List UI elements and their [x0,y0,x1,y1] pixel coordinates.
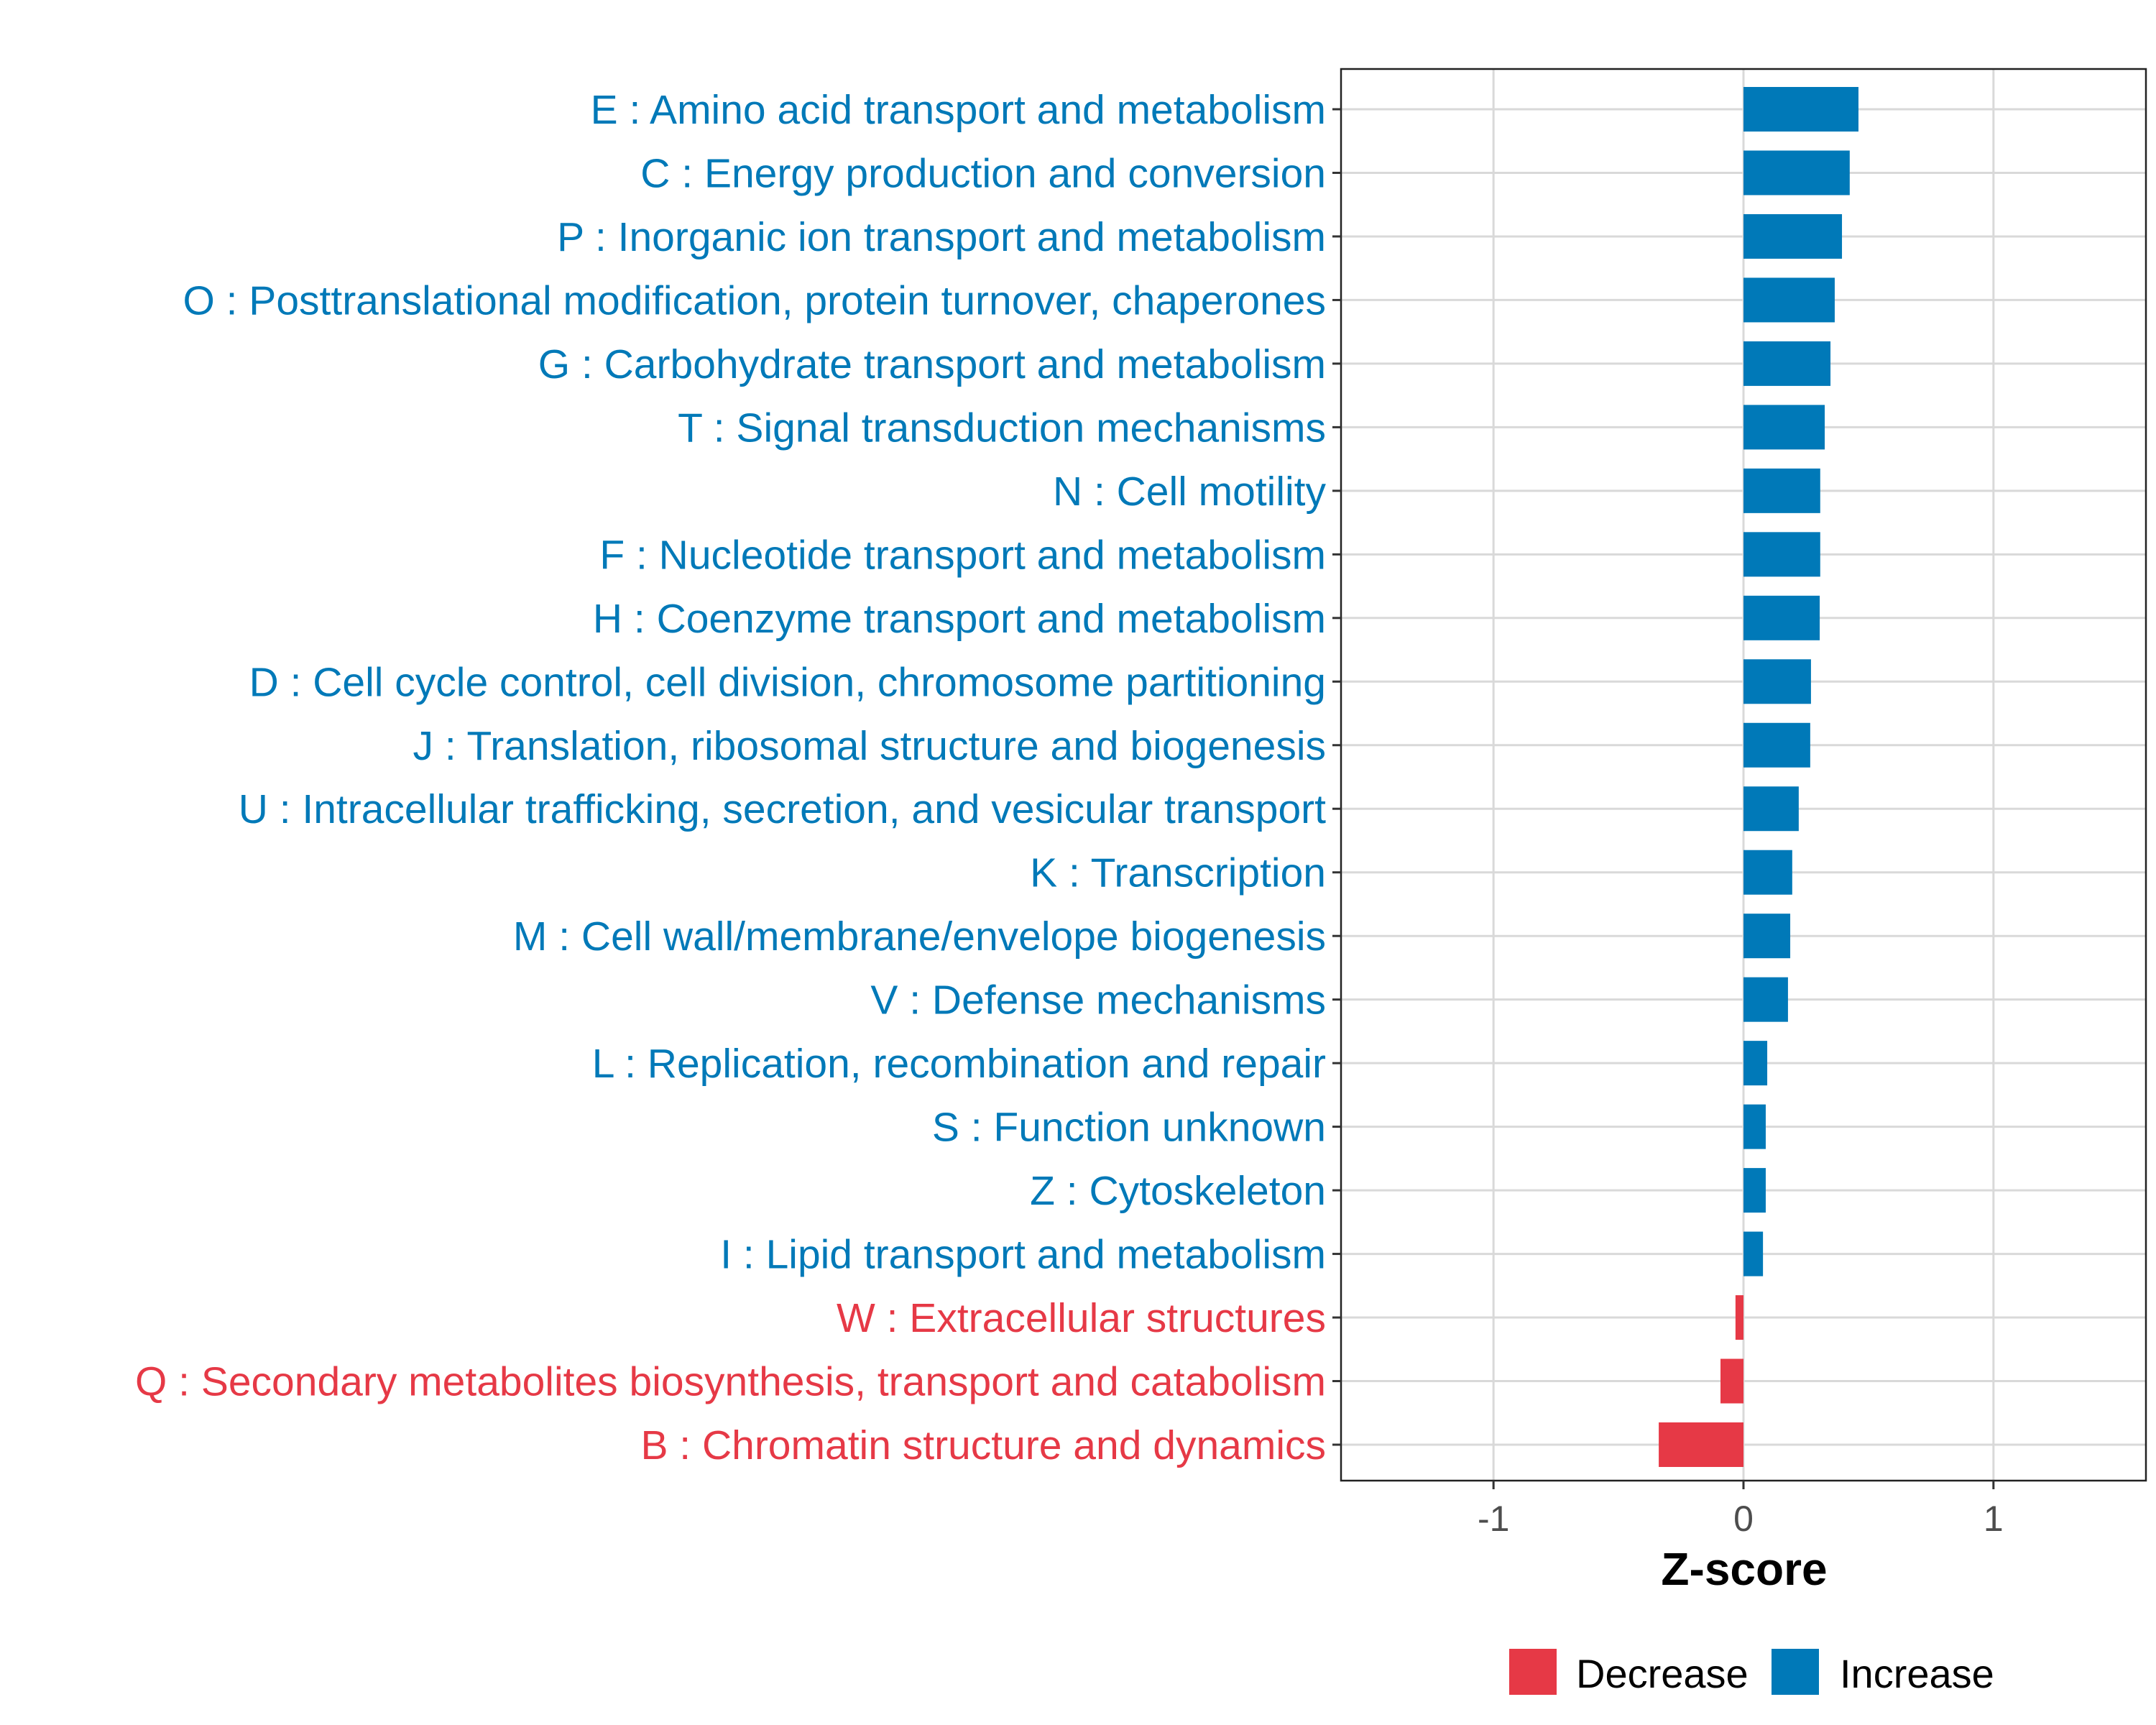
x-axis-ticks: -1 0 1 [1478,1481,2004,1539]
bar-B [1659,1422,1743,1467]
category-label: O : Posttranslational modification, prot… [183,277,1326,323]
category-label: B : Chromatin structure and dynamics [640,1422,1326,1468]
bar-Q [1720,1358,1743,1404]
category-label: U : Intracellular trafficking, secretion… [239,786,1326,832]
legend: Decrease Increase [1509,1649,1994,1696]
bar-U [1743,786,1799,832]
bar-F [1743,532,1820,577]
category-label: N : Cell motility [1053,469,1327,515]
bar-L [1743,1041,1768,1086]
bar-M [1743,914,1791,959]
legend-swatch-increase [1772,1649,1819,1695]
bar-W [1735,1295,1743,1340]
legend-label-increase: Increase [1840,1651,1994,1696]
category-label: C : Energy production and conversion [640,150,1326,196]
bar-D [1743,659,1811,704]
bar-I [1743,1231,1764,1276]
legend-label-decrease: Decrease [1576,1651,1749,1696]
category-label: H : Coenzyme transport and metabolism [593,596,1326,642]
category-label: K : Transcription [1030,850,1326,896]
category-label: Q : Secondary metabolites biosynthesis, … [135,1359,1326,1405]
x-tick-label: 0 [1733,1499,1754,1539]
category-label: P : Inorganic ion transport and metaboli… [557,214,1326,260]
category-label: L : Replication, recombination and repai… [592,1041,1326,1087]
category-labels: E : Amino acid transport and metabolism C… [135,87,1341,1468]
category-label: M : Cell wall/membrane/envelope biogenes… [513,914,1326,960]
bar-S [1743,1104,1766,1149]
bar-P [1743,213,1843,259]
category-label: I : Lipid transport and metabolism [720,1232,1326,1278]
bar-K [1743,850,1792,895]
bar-G [1743,341,1831,386]
bar-C [1743,150,1850,196]
category-label: E : Amino acid transport and metabolism [591,87,1326,133]
category-label: W : Extracellular structures [837,1295,1326,1341]
x-axis-title: Z-score [1661,1543,1827,1595]
bars [1659,87,1858,1467]
x-tick-label: -1 [1478,1499,1509,1539]
category-label: F : Nucleotide transport and metabolism [599,532,1326,578]
legend-swatch-decrease [1509,1649,1557,1695]
bar-N [1743,468,1820,513]
bar-T [1743,405,1825,450]
category-label: J : Translation, ribosomal structure and… [413,723,1326,769]
category-label: D : Cell cycle control, cell division, c… [249,659,1326,705]
category-label: G : Carbohydrate transport and metabolis… [538,341,1326,387]
category-label: Z : Cytoskeleton [1030,1168,1326,1214]
bar-E [1743,87,1858,132]
category-label: T : Signal transduction mechanisms [678,405,1326,451]
bar-O [1743,277,1835,323]
bar-V [1743,977,1788,1022]
bar-J [1743,722,1810,768]
bar-H [1743,595,1820,640]
bar-Z [1743,1168,1766,1213]
category-label: S : Function unknown [932,1105,1326,1151]
x-tick-label: 1 [1984,1499,2004,1539]
category-label: V : Defense mechanisms [870,978,1326,1024]
